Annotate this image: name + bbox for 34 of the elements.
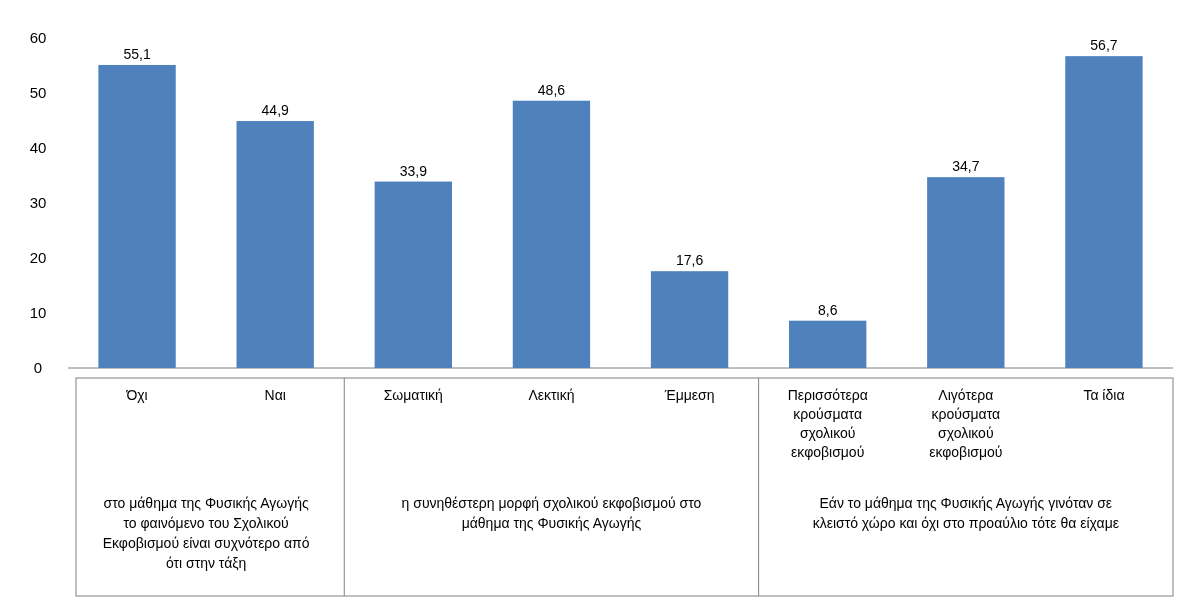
bar (927, 177, 1005, 368)
bar (236, 121, 314, 368)
x-tick-label: Λεκτική (528, 387, 575, 403)
x-tick-label: Έμμεση (663, 387, 715, 403)
y-tick-label: 10 (29, 304, 47, 322)
text: Εάν το μάθημα της Φυσικής Αγωγής γινόταν σε κλειστό χώρο και όχι στο προαύλιο τότε θα είχαμε (812, 495, 1119, 531)
data-label: 44,9 (261, 102, 290, 119)
bar (789, 320, 867, 368)
y-tick-label: 20 (29, 249, 47, 267)
x-tick-label: Λιγότερα κρούσματα σχολικού εκφοβισμού (929, 387, 1003, 460)
y-tick-label: 50 (29, 84, 47, 102)
data-label: 34,7 (952, 158, 980, 175)
y-tick-label: 60 (29, 29, 47, 47)
data-label: 8,6 (817, 301, 838, 318)
bar (98, 64, 176, 368)
text: η συνηθέστερη μορφή σχολικού εκφοβισμού στο μάθημα της Φυσικής Αγωγής (401, 495, 702, 531)
bar (374, 181, 452, 368)
y-tick-label: 40 (29, 139, 47, 157)
data-label: 33,9 (399, 162, 428, 179)
x-tick-label: Τα ίδια (1083, 387, 1125, 403)
x-tick-label: Περισσότερα κρούσματα σχολικού εκφοβισμού (787, 387, 868, 460)
x-tick-label: Ναι (264, 387, 286, 403)
y-tick-label: 30 (29, 194, 47, 212)
bar (650, 271, 729, 368)
data-label: 17,6 (675, 252, 704, 269)
x-tick-label: Σωματική (383, 387, 443, 403)
x-tick-label: Όχι (125, 387, 148, 403)
y-tick-label: 0 (33, 359, 43, 377)
data-label: 56,7 (1090, 37, 1118, 54)
bar (512, 100, 591, 368)
data-label: 55,1 (123, 45, 151, 62)
text: στο μάθημα της Φυσικής Αγωγής το φαινόμενο του Σχολικού Εκφοβισμού είναι συχνότερο από ότι στην τάξη (102, 495, 310, 571)
bar (1065, 56, 1143, 368)
data-label: 48,6 (537, 81, 566, 98)
